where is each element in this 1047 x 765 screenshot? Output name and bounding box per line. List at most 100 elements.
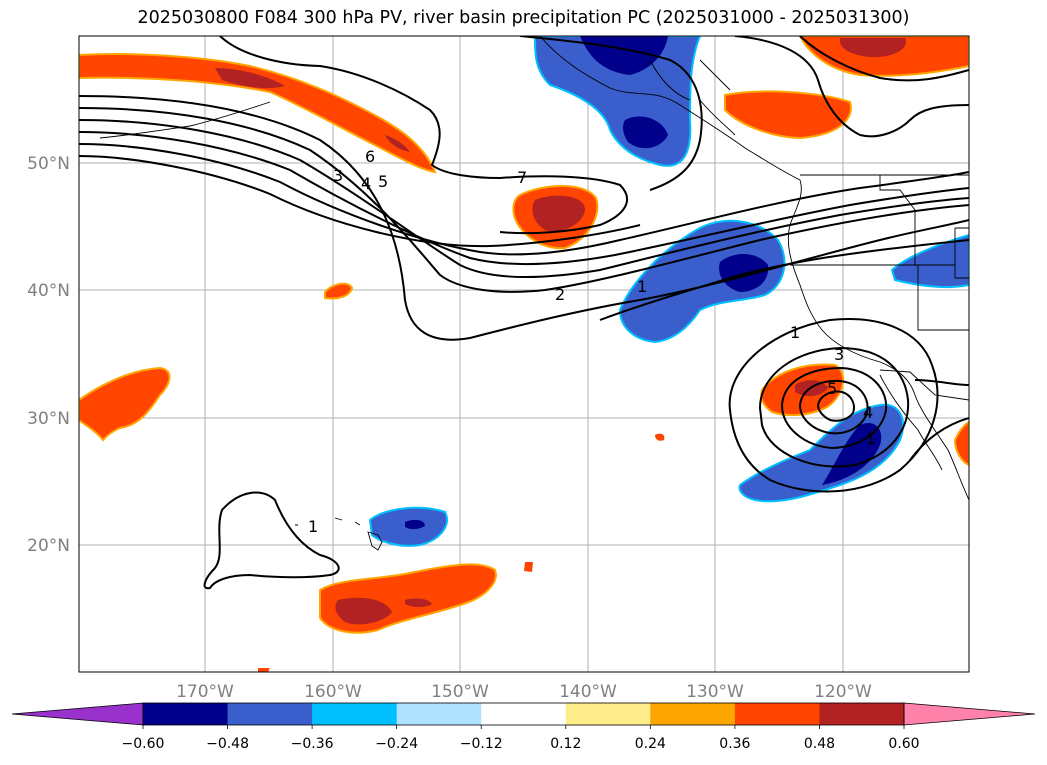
pv-contour-north-high — [219, 36, 629, 235]
anomaly-tiny-2 — [524, 562, 533, 572]
colorbar-tick-label: −0.48 — [206, 736, 249, 752]
colorbar-tick-label: −0.60 — [122, 736, 165, 752]
pv-contour-east-branch — [909, 379, 969, 461]
colorbar-bin — [396, 703, 482, 725]
colorbar-under-extension — [11, 702, 144, 726]
colorbar-bin — [565, 703, 651, 725]
pv-contour-cutoff-1 — [728, 318, 939, 493]
gridlines — [79, 36, 969, 672]
colorbar-bin — [819, 703, 905, 725]
anomaly-gulf-alaska — [724, 90, 852, 140]
pv-contour-cutoff-3 — [780, 366, 888, 450]
anomaly-tiny-3 — [258, 668, 270, 672]
colorbar-bin — [734, 703, 820, 725]
pv-contour-cutoff-5 — [816, 390, 855, 422]
pv-contours — [79, 36, 969, 590]
positive-anomaly-regions — [79, 36, 969, 672]
map-frame — [78, 35, 970, 673]
pv-contour-hawaii-1 — [203, 491, 340, 590]
lon-label: 130°W — [686, 682, 744, 702]
contour-label: 1 — [866, 429, 876, 448]
pv-contour-7b — [79, 155, 641, 248]
contour-label: 1 — [308, 517, 318, 536]
colorbar-tick-label: −0.12 — [460, 736, 503, 752]
baja-coast — [879, 374, 943, 471]
pv-contour-4 — [79, 107, 969, 293]
us-state-border-4 — [954, 227, 969, 279]
colorbar: −0.60 −0.48 −0.36 −0.24 −0.12 0.12 0.24 0.36 0.4… — [11, 702, 1036, 752]
anomaly-hawaii-south-core — [335, 597, 392, 625]
pv-contour-cutoff-4 — [798, 379, 869, 435]
coastlines — [99, 36, 969, 551]
anomaly-west-30n — [79, 366, 171, 442]
colorbar-bin — [481, 703, 567, 725]
pv-contour-cutoff-2 — [758, 346, 910, 468]
contour-labels: 6 3 4 5 7 2 1 1 3 5 4 1 1 — [308, 147, 876, 536]
colorbar-tick-label: −0.24 — [375, 736, 418, 752]
contour-label: 4 — [361, 174, 371, 193]
contour-label: 1 — [637, 277, 647, 296]
colorbar-bin — [143, 703, 229, 725]
lat-label: 50°N — [27, 154, 70, 174]
contour-label: 5 — [378, 172, 388, 191]
anomaly-tiny-1 — [655, 433, 665, 441]
anomaly-gulf-alaska-negative-core-2 — [623, 116, 668, 149]
colorbar-frame — [142, 702, 905, 726]
anomaly-hawaii-south-core-2 — [405, 598, 432, 607]
lat-label: 20°N — [27, 536, 70, 556]
colorbar-tick-label: 0.12 — [550, 736, 581, 752]
contour-label: 3 — [834, 345, 844, 364]
aleutians — [99, 101, 271, 139]
north-america-coast — [539, 36, 969, 501]
latitude-labels: 50°N 40°N 30°N 20°N — [27, 154, 70, 556]
pv-contour-7 — [79, 143, 969, 256]
anomaly-mexico-east — [953, 420, 969, 467]
contour-label: 4 — [863, 403, 873, 422]
anomaly-east-pacific-negative — [618, 219, 786, 344]
anomaly-hawaii-negative-core — [405, 519, 425, 530]
pv-contour-ridge — [519, 36, 703, 191]
lat-label: 30°N — [27, 409, 70, 429]
anomaly-east-pacific-negative-core — [719, 254, 769, 292]
anomaly-north-pacific-core — [215, 68, 285, 88]
us-mexico-border — [879, 369, 969, 401]
longitude-labels: 170°W 160°W 150°W 140°W 130°W 120°W — [176, 682, 872, 702]
contour-label: 3 — [333, 166, 343, 185]
us-state-border-3 — [917, 265, 969, 331]
anomaly-rockies-negative — [890, 233, 969, 289]
contour-label: 6 — [365, 147, 375, 166]
figure-title: 2025030800 F084 300 hPa PV, river basin … — [137, 8, 910, 28]
pv-contour-6 — [79, 131, 969, 266]
lon-label: 120°W — [814, 682, 872, 702]
pv-contour-1-east — [599, 239, 969, 321]
anomaly-small-45n — [324, 282, 354, 300]
colorbar-tick-label: 0.24 — [635, 736, 666, 752]
pv-contour-northeast — [734, 36, 969, 138]
lat-label: 40°N — [27, 281, 70, 301]
contour-label: 2 — [555, 285, 565, 304]
lon-label: 140°W — [559, 682, 617, 702]
colorbar-tick-label: −0.36 — [291, 736, 334, 752]
pv-contour-3 — [79, 95, 969, 341]
lon-label: 170°W — [176, 682, 234, 702]
anomaly-northeast-core — [839, 38, 906, 58]
map-area: 6 3 4 5 7 2 1 1 3 5 4 1 1 — [79, 36, 969, 672]
contour-label: 5 — [827, 379, 837, 398]
colorbar-tick-label: 0.60 — [888, 736, 919, 752]
anomaly-north-pacific-core-2 — [385, 135, 410, 152]
colorbar-over-extension — [903, 702, 1036, 726]
pv-contour-5 — [79, 119, 969, 278]
lon-label: 160°W — [304, 682, 362, 702]
colorbar-bin — [227, 703, 313, 725]
alaska-islands — [649, 59, 736, 136]
anomaly-central-pacific-core — [532, 195, 585, 232]
colorbar-bin — [312, 703, 398, 725]
contour-label: 7 — [517, 168, 527, 187]
colorbar-tick-label: 0.48 — [804, 736, 835, 752]
colorbar-bin — [650, 703, 736, 725]
contour-label: 1 — [790, 323, 800, 342]
lon-label: 150°W — [431, 682, 489, 702]
hawaii — [295, 517, 383, 551]
pv-contour-north-2 — [799, 36, 969, 82]
